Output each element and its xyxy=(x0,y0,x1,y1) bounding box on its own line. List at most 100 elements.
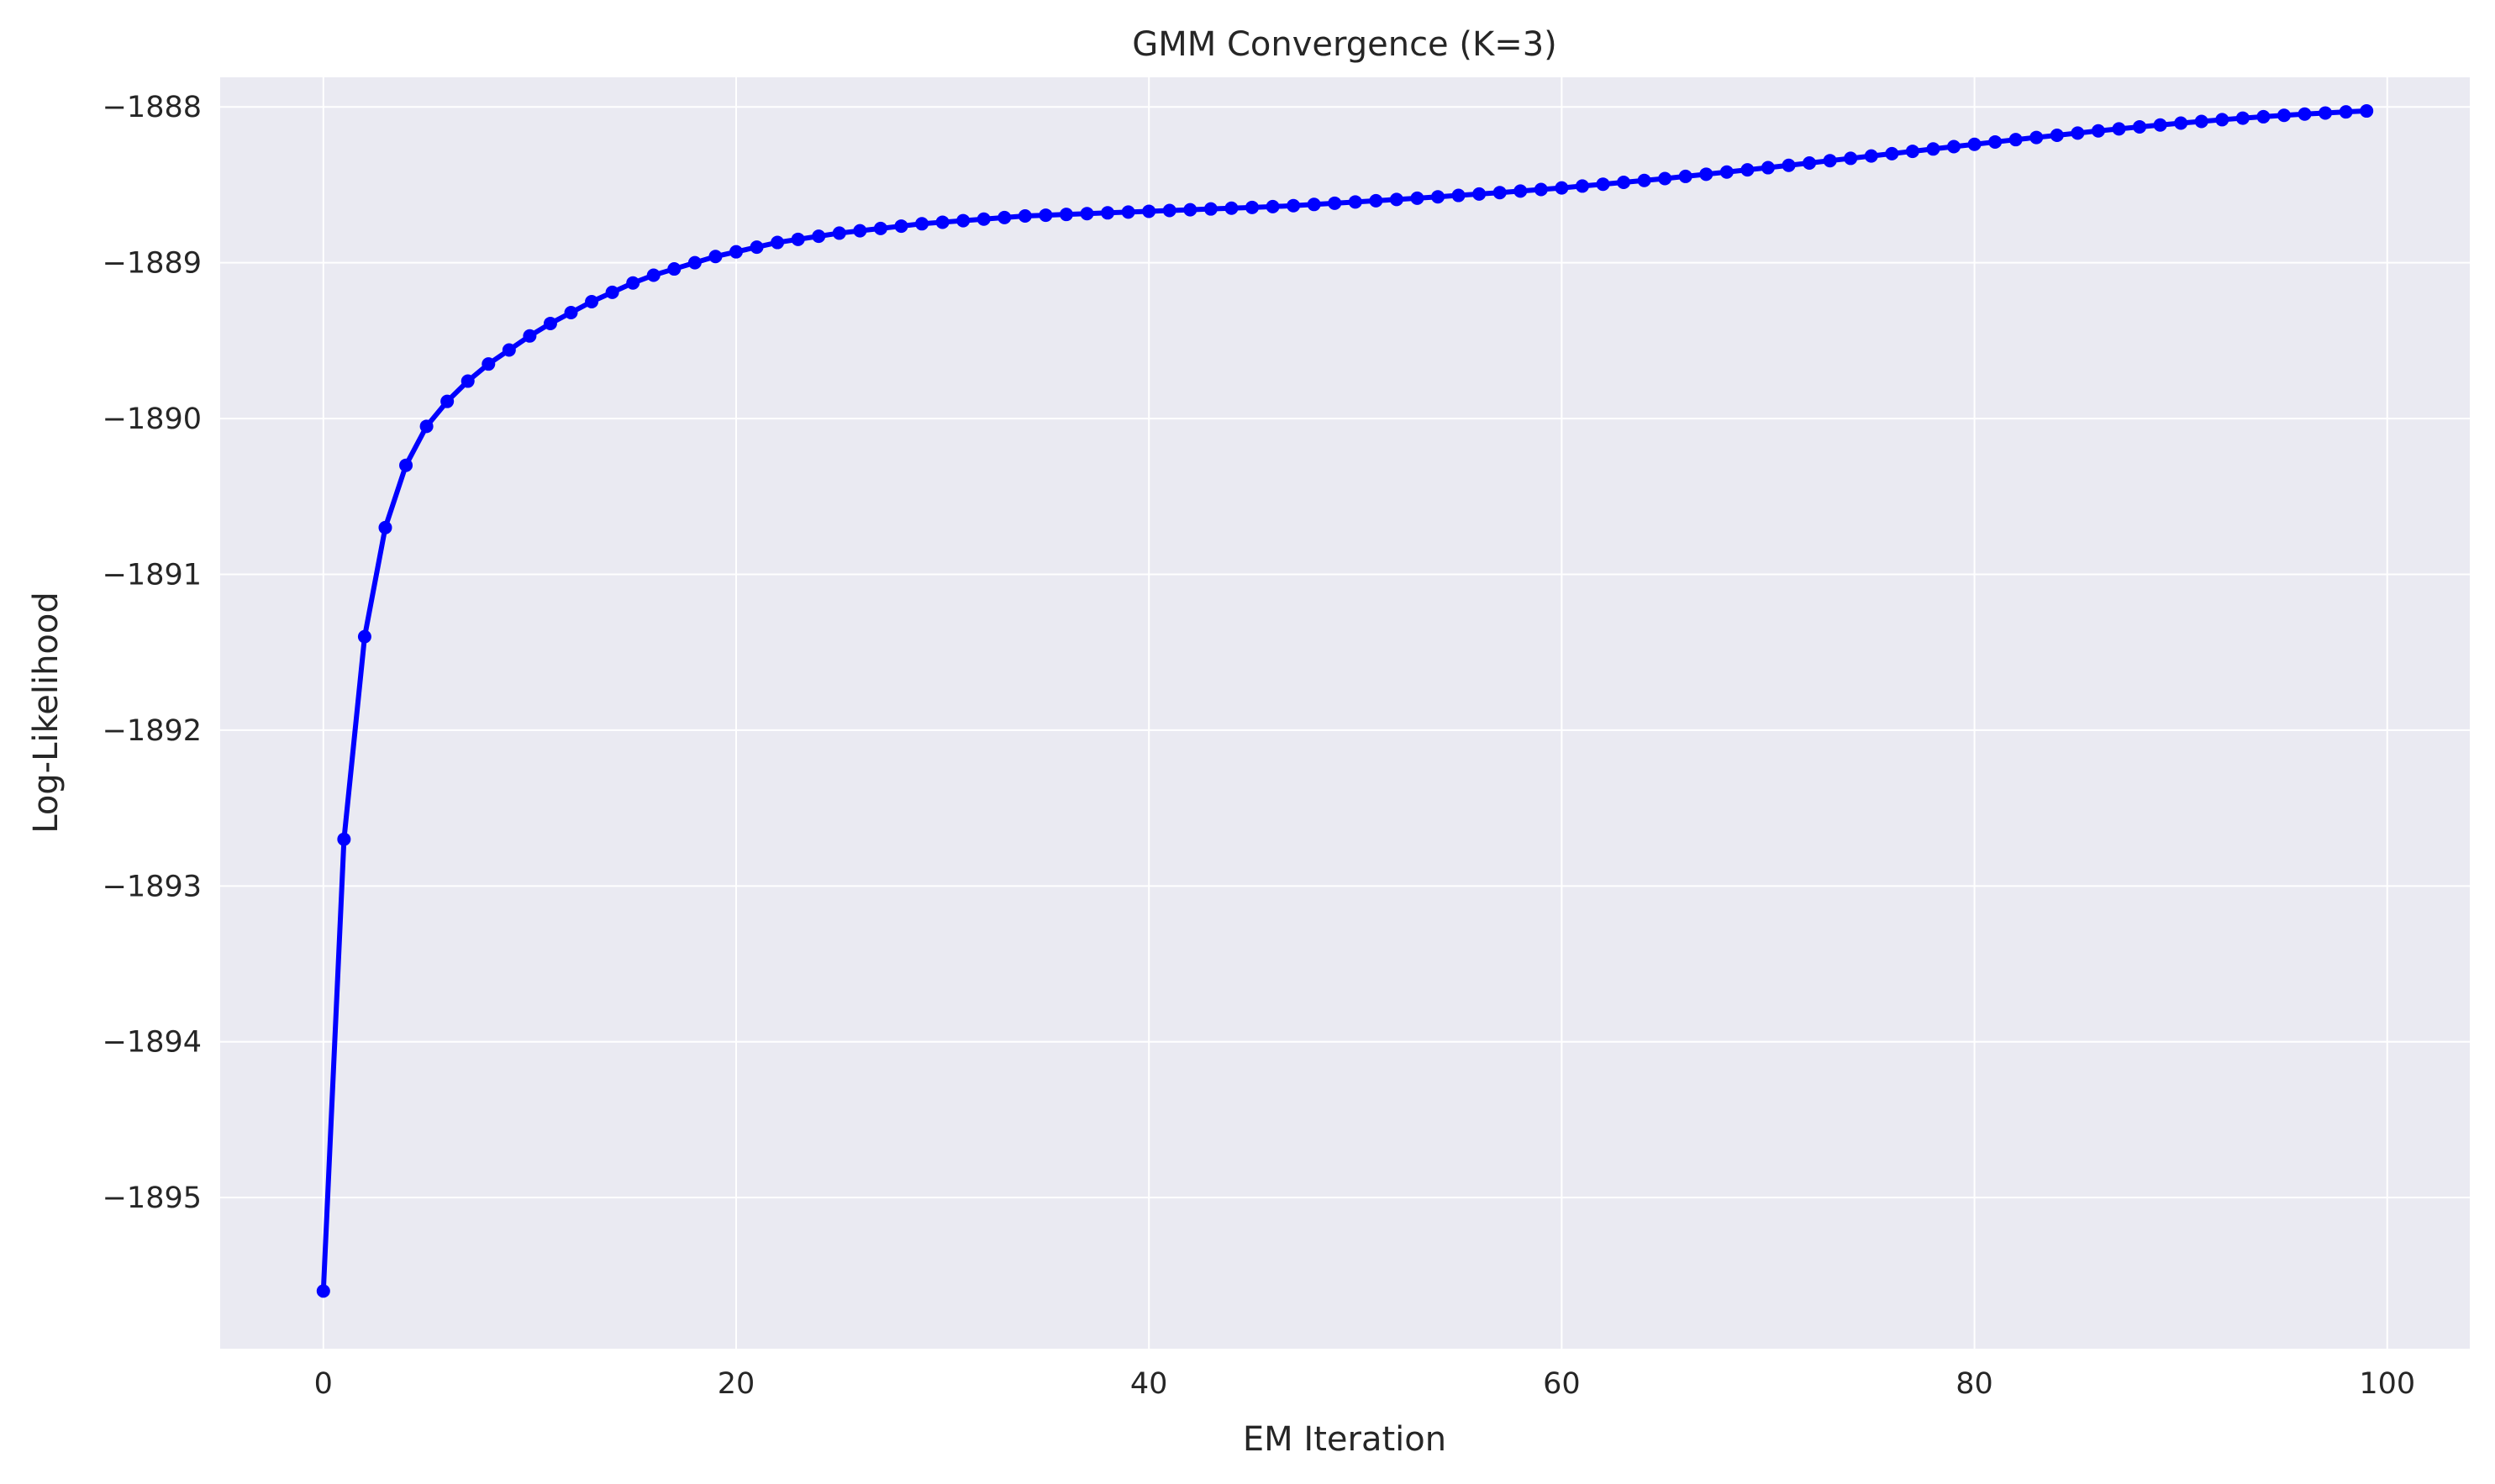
data-point xyxy=(1905,145,1919,159)
data-point xyxy=(1534,182,1548,197)
data-point xyxy=(894,219,908,234)
data-point xyxy=(1575,179,1589,193)
data-point xyxy=(2029,130,2044,145)
x-tick-label: 20 xyxy=(718,1367,755,1401)
data-point xyxy=(419,419,434,434)
series-line xyxy=(320,108,2370,1294)
data-point xyxy=(1658,171,1672,186)
data-point xyxy=(2112,122,2126,136)
data-point xyxy=(337,832,351,846)
data-point xyxy=(1555,181,1569,195)
data-point xyxy=(1596,177,1610,192)
data-point xyxy=(1864,149,1878,163)
data-point xyxy=(1617,175,1631,189)
data-point xyxy=(1761,161,1775,175)
data-point xyxy=(1740,163,1755,177)
data-point xyxy=(605,285,619,299)
data-point xyxy=(1245,200,1259,214)
data-point xyxy=(502,343,516,357)
data-point xyxy=(1947,139,1961,154)
data-point xyxy=(2153,118,2167,132)
data-point xyxy=(357,629,371,644)
data-point xyxy=(1699,167,1713,182)
data-point xyxy=(2277,108,2291,123)
y-tick-label: −1894 xyxy=(103,1026,202,1060)
data-point xyxy=(1328,196,1342,210)
x-tick-label: 0 xyxy=(314,1367,333,1401)
data-point xyxy=(2360,104,2374,118)
y-tick-label: −1893 xyxy=(103,870,202,903)
data-point xyxy=(2298,107,2312,121)
data-point xyxy=(1142,204,1156,218)
data-point xyxy=(2174,116,2188,130)
y-tick-label: −1890 xyxy=(103,403,202,436)
data-point xyxy=(1307,197,1321,212)
data-point xyxy=(1678,169,1692,183)
y-tick-label: −1895 xyxy=(103,1181,202,1215)
data-point xyxy=(1451,188,1466,203)
plot-area xyxy=(220,77,2470,1349)
data-point xyxy=(1101,206,1115,220)
data-point xyxy=(1431,190,1445,204)
x-tick-label: 60 xyxy=(1543,1367,1581,1401)
data-point xyxy=(771,235,785,250)
data-point xyxy=(1637,173,1651,187)
data-point xyxy=(564,305,578,319)
data-point xyxy=(1224,201,1239,215)
data-point xyxy=(812,229,826,244)
data-point xyxy=(2339,105,2353,119)
y-tick-labels: −1888 −1889 −1890 −1891 −1892 −1893 −1894 −1895 xyxy=(103,91,202,1215)
data-point xyxy=(2235,111,2250,125)
data-point xyxy=(2256,109,2271,124)
data-point xyxy=(956,213,971,228)
data-point xyxy=(1410,191,1424,205)
data-point xyxy=(482,357,496,371)
data-point xyxy=(1018,209,1032,224)
y-tick-label: −1891 xyxy=(103,558,202,592)
data-point xyxy=(1080,207,1094,221)
data-point xyxy=(2071,126,2085,140)
data-point xyxy=(750,240,764,255)
y-tick-label: −1889 xyxy=(103,247,202,281)
data-point xyxy=(2008,133,2023,147)
data-point xyxy=(1885,146,1899,161)
data-point xyxy=(997,210,1012,224)
data-point xyxy=(853,224,867,238)
data-point xyxy=(543,316,557,330)
data-point xyxy=(873,221,887,235)
grid xyxy=(220,77,2470,1349)
data-point xyxy=(2050,128,2064,142)
data-point xyxy=(461,374,475,388)
data-point xyxy=(915,217,929,231)
x-tick-labels: 0 20 40 60 80 100 xyxy=(314,1367,2416,1401)
data-point xyxy=(1926,142,1940,156)
data-point xyxy=(626,276,640,290)
x-tick-label: 100 xyxy=(2359,1367,2415,1401)
data-point xyxy=(1266,199,1280,213)
data-point xyxy=(1513,184,1528,198)
data-point xyxy=(2194,114,2208,129)
data-point xyxy=(378,520,392,534)
data-point xyxy=(935,215,950,229)
data-point xyxy=(1389,192,1403,207)
data-point xyxy=(687,255,702,270)
data-point xyxy=(316,1284,330,1298)
data-point xyxy=(1183,203,1197,217)
series-layer xyxy=(316,104,2374,1298)
data-point xyxy=(832,226,846,240)
x-axis-label: EM Iteration xyxy=(1243,1420,1446,1459)
data-point xyxy=(399,458,413,472)
data-point xyxy=(1719,165,1734,179)
data-point xyxy=(1492,186,1507,200)
data-point xyxy=(1803,155,1817,170)
data-point xyxy=(667,262,682,276)
x-tick-label: 40 xyxy=(1130,1367,1168,1401)
y-axis-label: Log-Likelihood xyxy=(27,592,66,834)
data-point xyxy=(1782,158,1796,172)
data-point xyxy=(2133,119,2147,134)
data-point xyxy=(1967,137,1982,151)
data-point xyxy=(976,212,991,226)
data-point xyxy=(523,329,537,343)
data-point xyxy=(1059,208,1073,222)
x-tick-label: 80 xyxy=(1955,1367,1993,1401)
